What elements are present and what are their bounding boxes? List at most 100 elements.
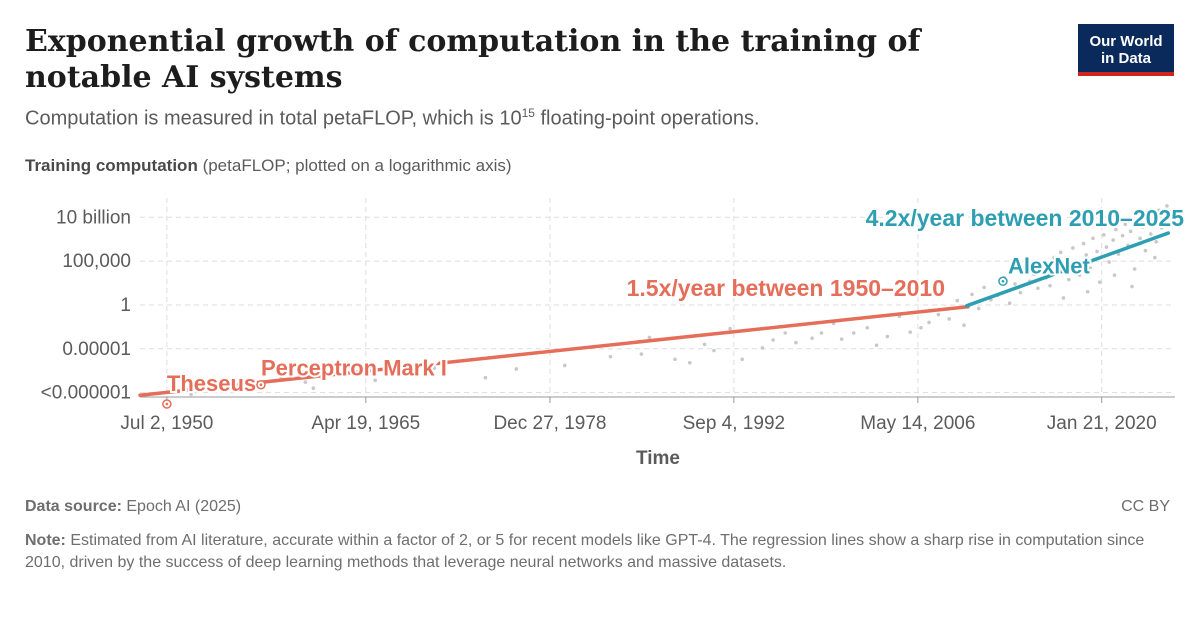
- scatter-point: [687, 361, 692, 365]
- scatter-point: [1084, 253, 1089, 257]
- subtitle-superscript: 15: [521, 106, 535, 120]
- x-tick-label: Dec 27, 1978: [493, 413, 606, 434]
- scatter-point: [1112, 273, 1117, 277]
- scatter-point: [608, 354, 613, 359]
- scatter-point: [728, 326, 732, 331]
- scatter-point: [1162, 216, 1167, 220]
- scatter-point: [514, 367, 519, 371]
- scatter-point: [771, 338, 775, 342]
- scatter-point: [874, 343, 879, 348]
- subtitle-main: Computation is measured in total petaFLO…: [25, 107, 522, 130]
- scatter-point: [702, 342, 707, 347]
- scatter-point: [673, 357, 677, 362]
- scatter-point: [1077, 273, 1082, 277]
- y-tick-label: 1: [120, 295, 131, 316]
- y-tick-label: <0.000001: [41, 383, 131, 404]
- system-label: AlexNet: [1008, 253, 1091, 278]
- scatter-point: [982, 285, 986, 290]
- note-label: Note:: [25, 532, 66, 549]
- scatter-point: [432, 366, 437, 370]
- y-axis-heading: Training computation (petaFLOP; plotted …: [25, 156, 512, 176]
- scatter-point: [189, 392, 193, 397]
- scatter-point: [1048, 283, 1052, 288]
- logo-line-2: in Data: [1100, 50, 1151, 67]
- data-source: Data source: Epoch AI (2025): [25, 498, 241, 516]
- scatter-point: [1146, 212, 1150, 217]
- scatter-point: [1153, 255, 1157, 260]
- x-tick-label: Apr 19, 1965: [311, 413, 420, 434]
- x-tick-labels: Jul 2, 1950 Apr 19, 1965 Dec 27, 1978 Sep 4…: [120, 413, 1156, 434]
- scatter-point: [1149, 232, 1153, 236]
- scatter-point: [1058, 250, 1063, 255]
- scatter-point: [1159, 226, 1164, 230]
- scatter-point: [947, 317, 951, 321]
- scatter-point: [1128, 229, 1133, 234]
- scatter-point: [851, 331, 856, 335]
- scatter-point: [1130, 284, 1134, 289]
- license-link[interactable]: CC BY: [1121, 498, 1170, 515]
- scatter-point: [1151, 219, 1156, 224]
- scatter-point: [1169, 210, 1173, 214]
- note-text: Estimated from AI literature, accurate w…: [25, 532, 1145, 571]
- chart-subtitle: Computation is measured in total petaFLO…: [25, 106, 1025, 131]
- trend-line: [964, 231, 1171, 308]
- scatter-point: [1132, 267, 1137, 271]
- trend-line-label: 4.2x/year between 2010–2025: [866, 205, 1185, 231]
- x-tick-label: May 14, 2006: [860, 413, 975, 434]
- scatter-point: [740, 357, 744, 362]
- scatter-point: [810, 336, 814, 341]
- scatter-point: [1143, 248, 1148, 253]
- scatter-point: [483, 375, 488, 380]
- scatter-point: [1140, 225, 1145, 229]
- scatter-point: [783, 331, 787, 335]
- scatter-point: [1071, 246, 1075, 250]
- scatter-point: [1052, 255, 1056, 260]
- scatter-point: [311, 386, 316, 391]
- y-tick-label: 10 billion: [56, 207, 131, 228]
- scatter-point: [1022, 266, 1027, 270]
- y-tick-labels: 10 billion 100,000 1 0.00001 <0.000001: [41, 207, 131, 403]
- system-marker-dot: [165, 402, 169, 406]
- scatter-point: [1061, 296, 1066, 300]
- scatter-point: [1120, 233, 1125, 238]
- scatter-point: [1062, 264, 1067, 269]
- scatter-point: [919, 325, 923, 330]
- scatter-point: [970, 292, 974, 297]
- scatter-point: [1101, 233, 1106, 237]
- data-source-label: Data source:: [25, 498, 122, 515]
- scatter-point: [1107, 260, 1111, 264]
- y-axis-heading-rest: (petaFLOP; plotted on a logarithmic axis…: [197, 156, 512, 175]
- scatter-point: [819, 331, 824, 335]
- x-tick-label: Sep 4, 1992: [683, 413, 785, 434]
- y-tick-label: 0.00001: [62, 339, 131, 360]
- scatter-point: [1135, 218, 1140, 222]
- scatter-point: [865, 325, 869, 330]
- scatter-point: [1167, 223, 1172, 227]
- x-axis-label: Time: [636, 448, 680, 469]
- data-source-link[interactable]: Epoch AI (2025): [121, 498, 242, 515]
- scatter-point: [839, 337, 844, 341]
- chart-note: Note: Estimated from AI literature, accu…: [25, 530, 1155, 574]
- scatter-point: [373, 378, 378, 383]
- scatter-point: [562, 363, 567, 368]
- owid-logo[interactable]: Our World in Data: [1078, 24, 1174, 76]
- scatter-point: [1036, 286, 1040, 291]
- scatter-point: [1114, 227, 1118, 232]
- scatter-point: [1073, 259, 1078, 263]
- scatter-point: [962, 323, 966, 327]
- chart-title: Exponential growth of computation in the…: [25, 24, 921, 95]
- system-labels: 1.5x/year between 1950–2010 4.2x/year bet…: [162, 203, 1186, 409]
- scatter-point: [1097, 280, 1102, 284]
- scatter-point: [955, 298, 960, 303]
- scatter-point: [1104, 245, 1109, 249]
- scatter-point: [1067, 277, 1071, 282]
- trend-line-label: 1.5x/year between 1950–2010: [627, 275, 945, 301]
- trend-line: [138, 304, 970, 397]
- scatter-point: [303, 380, 308, 384]
- scatter-point: [1032, 272, 1036, 277]
- system-marker-dot: [259, 383, 263, 387]
- scatter-point: [1116, 252, 1121, 256]
- scatter-point: [908, 330, 913, 334]
- trend-lines: [138, 231, 1171, 397]
- y-tick-label: 100,000: [62, 251, 131, 272]
